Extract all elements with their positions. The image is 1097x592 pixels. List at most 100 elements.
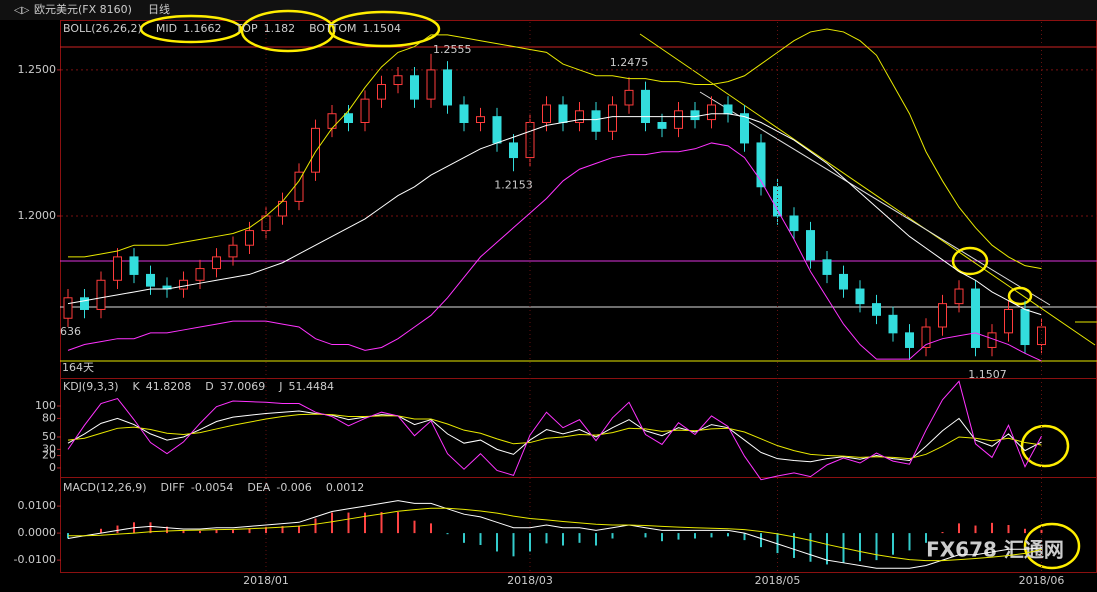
indicator-label: -0.006 <box>276 481 311 494</box>
symbol-title: 欧元美元(FX 8160) <box>34 3 132 16</box>
indicator-label: -0.0054 <box>191 481 233 494</box>
y-tick-label: 0 <box>49 461 56 474</box>
y-tick-label: 100 <box>35 399 56 412</box>
candle-body <box>558 104 568 124</box>
indicator-label: DIFF <box>161 481 185 494</box>
candle-body <box>1004 308 1013 334</box>
candle-body <box>624 89 634 106</box>
indicator-line <box>67 500 1042 569</box>
indicator-label: 41.8208 <box>146 380 192 393</box>
candle-body <box>393 75 403 86</box>
candle-body <box>822 259 832 275</box>
high-label: 1.2555 <box>433 43 472 56</box>
indicator-line <box>68 507 1042 562</box>
candle-body <box>756 142 766 188</box>
x-tick-label: 2018/06 <box>1019 574 1065 587</box>
candle-body <box>839 273 848 290</box>
candle-body <box>476 116 485 124</box>
low-label: 1.1507 <box>968 368 1007 381</box>
indicator-line <box>67 113 1042 316</box>
candle-body <box>327 113 337 129</box>
candle-body <box>921 326 931 348</box>
candle-body <box>674 110 683 129</box>
candle-body <box>492 116 502 144</box>
candle-body <box>855 288 865 305</box>
indicator-label: BOTTOM <box>309 22 356 35</box>
indicator-label: BOLL(26,26,2) <box>63 22 142 35</box>
candle-body <box>608 104 617 132</box>
watermark: FX678 汇通网 <box>926 538 1064 562</box>
candle-body <box>360 98 370 124</box>
x-tick-label: 2018/03 <box>507 574 553 587</box>
candle-body <box>426 69 436 100</box>
indicator-line <box>67 413 1042 460</box>
candle-body <box>1020 308 1030 346</box>
candle-body <box>690 110 700 121</box>
indicator-label: 37.0069 <box>220 380 266 393</box>
trend-line <box>639 33 1096 346</box>
candle-body <box>954 288 964 305</box>
candle-body <box>657 122 667 129</box>
indicator-label: J <box>278 380 282 393</box>
candle-body <box>509 142 518 159</box>
indicator-label: D <box>205 380 213 393</box>
high-label: 1.2475 <box>610 56 649 69</box>
candle-body <box>294 171 304 202</box>
y-tick-label: 30 <box>42 442 56 455</box>
indicator-label: K <box>133 380 141 393</box>
indicator-label: TOP <box>235 22 258 35</box>
candle-body <box>723 104 733 115</box>
candle-body <box>971 288 980 348</box>
indicator-label: 1.182 <box>264 22 296 35</box>
candle-body <box>806 230 815 261</box>
indicator-label: 51.4484 <box>288 380 334 393</box>
y-tick-label: 1.2000 <box>18 209 57 222</box>
indicator-line <box>68 28 1042 270</box>
y-tick-label: 80 <box>42 411 56 424</box>
candle-body <box>707 104 716 121</box>
top-bar <box>0 0 1097 20</box>
trend-line <box>699 91 1051 306</box>
y-tick-label: 0.0000 <box>18 526 57 539</box>
candle-body <box>179 279 188 290</box>
candle-body <box>113 256 122 281</box>
y-tick-label: 50 <box>42 430 56 443</box>
indicator-label: DEA <box>247 481 270 494</box>
indicator-label: 1.1662 <box>183 22 222 35</box>
indicator-label: 1.1504 <box>362 22 401 35</box>
candle-body <box>525 122 535 159</box>
candle-body <box>905 332 914 348</box>
highlight-circles <box>139 9 1081 570</box>
candle-body <box>641 89 650 124</box>
annotation: 636 <box>60 325 81 338</box>
candle-body <box>96 279 106 310</box>
candle-body <box>872 303 881 316</box>
indicator-label: MID <box>156 22 177 35</box>
candle-body <box>938 303 947 328</box>
y-tick-label: 20 <box>42 449 56 462</box>
candle-body <box>740 113 749 144</box>
candle-body <box>575 110 584 124</box>
y-tick-label: 1.2500 <box>18 63 57 76</box>
candle-body <box>443 69 452 106</box>
candle-body <box>212 256 221 270</box>
candle-body <box>228 244 238 258</box>
y-tick-label: 0.0100 <box>18 499 57 512</box>
candle-body <box>344 113 353 124</box>
candle-body <box>542 104 551 124</box>
candle-body <box>195 268 205 281</box>
candle-body <box>311 127 320 173</box>
candle-body <box>63 297 73 319</box>
candle-body <box>789 215 799 232</box>
indicator-line <box>67 380 1042 481</box>
annotation: 164天 <box>62 361 94 374</box>
x-tick-label: 2018/01 <box>243 574 289 587</box>
indicator-line <box>67 142 1042 362</box>
x-tick-label: 2018/05 <box>755 574 801 587</box>
candle-body <box>377 84 386 100</box>
y-tick-label: -0.0100 <box>14 553 56 566</box>
period[interactable]: 日线 <box>148 2 170 16</box>
back-icon[interactable]: ◁▷ <box>14 5 30 16</box>
candle-body <box>80 297 89 310</box>
